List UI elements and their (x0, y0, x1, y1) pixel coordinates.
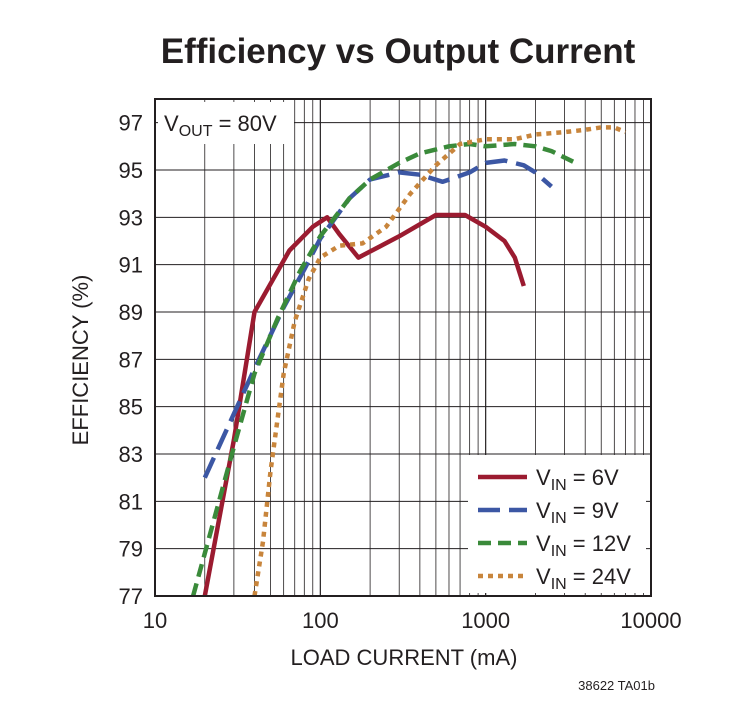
y-axis-label: EFFICIENCY (%) (68, 275, 93, 446)
plot-frame (154, 98, 652, 597)
legend-label: VIN = 9V (536, 498, 619, 527)
vout-label: VOUT = 80V (164, 111, 277, 140)
vout-annotation: VOUT = 80V (158, 102, 294, 144)
x-tick-label: 1000 (461, 608, 510, 633)
x-tick-labels: 10 100 1000 10000 (143, 608, 682, 633)
series-line (202, 158, 553, 479)
y-tick-label: 79 (119, 537, 143, 562)
x-tick-label: 10 (143, 608, 167, 633)
y-tick-label: 91 (119, 253, 143, 278)
series-line (202, 212, 526, 597)
series-line (252, 125, 627, 597)
vout-annotation-bg (158, 102, 294, 144)
x-axis-label: LOAD CURRENT (mA) (291, 645, 518, 670)
legend-label: VIN = 12V (536, 531, 631, 560)
legend-label: VIN = 24V (536, 564, 631, 593)
x-tick-label: 100 (302, 608, 339, 633)
y-tick-label: 97 (119, 111, 143, 136)
chart-title: Efficiency vs Output Current (161, 32, 636, 71)
y-tick-label: 77 (119, 584, 143, 609)
y-tick-label: 83 (119, 442, 143, 467)
y-tick-label: 93 (119, 205, 143, 230)
series-layer (190, 125, 627, 597)
figure-id: 38622 TA01b (578, 678, 655, 693)
y-tick-label: 81 (119, 489, 143, 514)
legend-label: VIN = 6V (536, 465, 619, 494)
y-tick-label: 95 (119, 158, 143, 183)
legend: VIN = 6V VIN = 9V VIN = 12V VIN = 24V (468, 455, 646, 593)
y-tick-label: 89 (119, 300, 143, 325)
y-tick-label: 85 (119, 395, 143, 420)
y-tick-label: 87 (119, 347, 143, 372)
x-tick-label: 10000 (620, 608, 681, 633)
y-tick-labels: 77 79 81 83 85 87 89 91 93 95 97 (119, 111, 143, 609)
